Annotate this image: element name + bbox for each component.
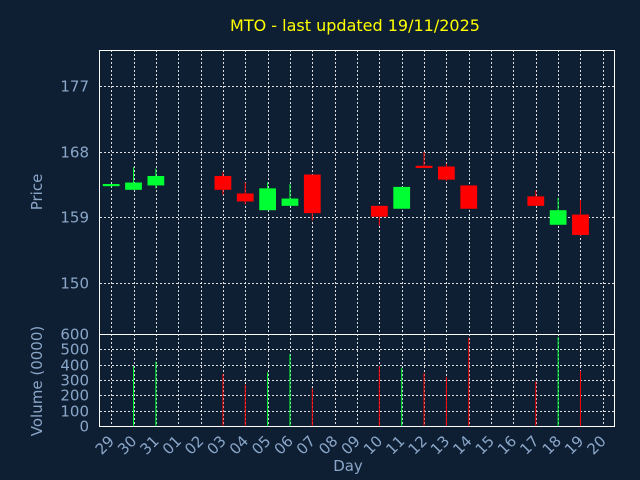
candle-body bbox=[236, 193, 254, 202]
volume-axis-label: Volume (0000) bbox=[28, 326, 46, 436]
x-tick-labels: 2930310102030405060708091011121314151617… bbox=[92, 432, 610, 458]
volume-tick-label: 0 bbox=[79, 418, 89, 436]
candle-body bbox=[460, 185, 478, 209]
volume-tick-label: 100 bbox=[60, 403, 89, 421]
candle-body bbox=[259, 188, 276, 211]
price-grid bbox=[100, 50, 614, 334]
price-tick-labels: 150 159 168 177 bbox=[60, 78, 89, 293]
candle-body bbox=[147, 175, 165, 186]
x-axis-label: Day bbox=[333, 457, 363, 475]
volume-grid bbox=[100, 334, 614, 427]
candle-body bbox=[415, 165, 433, 168]
candle-body bbox=[527, 196, 545, 206]
volume-bars bbox=[133, 337, 581, 426]
volume-tick-label: 400 bbox=[60, 357, 89, 375]
volume-tick-label: 300 bbox=[60, 372, 89, 390]
candles bbox=[102, 151, 589, 236]
candle-body bbox=[572, 214, 589, 235]
x-tick-label: 20 bbox=[583, 432, 609, 458]
candle-body bbox=[438, 166, 455, 180]
candle-body bbox=[214, 175, 232, 190]
volume-panel-frame bbox=[99, 334, 615, 427]
candle-body bbox=[281, 198, 299, 206]
candle-body bbox=[303, 174, 321, 214]
volume-tick-label: 200 bbox=[60, 387, 89, 405]
price-tick-label: 168 bbox=[60, 144, 89, 162]
candle-body bbox=[549, 210, 567, 225]
price-axis-label: Price bbox=[28, 174, 46, 211]
volume-tick-label: 500 bbox=[60, 341, 89, 359]
price-tick-label: 177 bbox=[60, 78, 89, 96]
candle-body bbox=[102, 183, 120, 187]
volume-tick-label: 600 bbox=[60, 326, 89, 344]
candle-body bbox=[125, 182, 142, 190]
chart-title: MTO - last updated 19/11/2025 bbox=[230, 16, 480, 35]
price-tick-label: 159 bbox=[60, 209, 89, 227]
candle-body bbox=[393, 186, 411, 209]
price-tick-label: 150 bbox=[60, 275, 89, 293]
candle-body bbox=[370, 205, 388, 217]
